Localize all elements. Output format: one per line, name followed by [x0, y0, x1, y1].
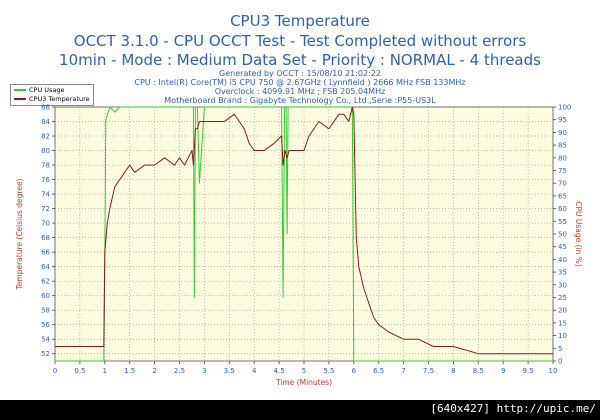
x-axis-label: Time (Minutes) — [275, 378, 332, 387]
x-tick-label: 10 — [549, 367, 558, 375]
y-right-tick-label: 30 — [558, 281, 567, 289]
chart-legend: CPU Usage CPU3 Temperature — [10, 84, 94, 106]
x-tick-label: 7 — [401, 367, 405, 375]
y-left-tick-label: 52 — [41, 350, 50, 358]
y-left-tick-label: 72 — [41, 205, 50, 213]
x-tick-label: 9 — [501, 367, 505, 375]
watermark-text: [640x427] http://upic.me/ — [430, 402, 596, 415]
x-tick-label: 4 — [252, 367, 257, 375]
y-right-tick-label: 75 — [558, 167, 567, 175]
x-tick-label: 7.5 — [423, 367, 434, 375]
x-tick-label: 5 — [302, 367, 306, 375]
y-left-tick-label: 80 — [41, 147, 50, 155]
legend-swatch-cpu3-temperature — [14, 98, 26, 100]
y-right-tick-label: 60 — [558, 205, 567, 213]
x-tick-label: 5.5 — [323, 367, 334, 375]
y-right-tick-label: 45 — [558, 243, 567, 251]
y-right-tick-label: 20 — [558, 307, 567, 315]
chart-title: CPU3 Temperature — [230, 12, 370, 30]
legend-entry-cpu3-temperature: CPU3 Temperature — [14, 95, 90, 104]
y-left-axis-label: Temperature (Celsius degree) — [15, 178, 24, 290]
y-right-axis-label: CPU Usage (in %) — [574, 201, 583, 267]
y-right-tick-label: 90 — [558, 129, 567, 137]
y-left-tick-label: 66 — [41, 249, 50, 257]
y-right-tick-label: 65 — [558, 192, 567, 200]
legend-entry-cpu-usage: CPU Usage — [14, 86, 65, 95]
y-left-tick-label: 62 — [41, 278, 50, 286]
y-right-tick-label: 15 — [558, 319, 567, 327]
y-left-tick-label: 60 — [41, 292, 50, 300]
series-line-cpu3-temperature — [55, 106, 553, 355]
x-tick-label: 6.5 — [373, 367, 384, 375]
series-line-cpu-usage — [55, 106, 553, 362]
x-tick-label: 4.5 — [274, 367, 285, 375]
y-left-tick-label: 68 — [41, 234, 50, 242]
y-left-tick-label: 86 — [41, 104, 50, 112]
x-tick-label: 3.5 — [224, 367, 235, 375]
chart-subtitle-1: OCCT 3.1.0 - CPU OCCT Test - Test Comple… — [73, 32, 527, 50]
y-left-tick-label: 84 — [41, 118, 50, 126]
legend-swatch-cpu-usage — [14, 89, 26, 91]
y-left-tick-label: 82 — [41, 133, 50, 141]
x-tick-label: 9.5 — [523, 367, 534, 375]
y-left-tick-label: 78 — [41, 162, 50, 170]
y-left-tick-label: 58 — [41, 307, 50, 315]
y-right-tick-label: 55 — [558, 218, 567, 226]
x-tick-label: 3 — [202, 367, 206, 375]
y-right-tick-label: 100 — [558, 104, 571, 112]
legend-label-cpu-usage: CPU Usage — [29, 86, 65, 94]
y-left-tick-label: 74 — [41, 191, 50, 199]
info-motherboard: Motherboard Brand : Gigabyte Technology … — [164, 96, 436, 105]
y-left-tick-label: 76 — [41, 176, 50, 184]
x-tick-label: 2.5 — [174, 367, 185, 375]
x-tick-label: 1.5 — [124, 367, 135, 375]
y-right-tick-label: 40 — [558, 256, 567, 264]
y-left-tick-label: 54 — [41, 336, 50, 344]
y-right-tick-label: 95 — [558, 116, 567, 124]
x-tick-label: 8 — [451, 367, 455, 375]
x-tick-label: 0.5 — [74, 367, 85, 375]
y-right-tick-label: 70 — [558, 180, 567, 188]
y-right-tick-label: 0 — [558, 358, 562, 366]
y-right-tick-label: 35 — [558, 269, 567, 277]
y-left-tick-label: 70 — [41, 220, 50, 228]
chart-subtitle-2: 10min - Mode : Medium Data Set - Priorit… — [59, 51, 541, 69]
info-generated: Generated by OCCT : 15/08/10 21:02:22 — [219, 69, 381, 78]
y-right-tick-label: 5 — [558, 345, 562, 353]
x-tick-label: 6 — [352, 367, 357, 375]
x-tick-label: 1 — [103, 367, 107, 375]
chart-plot: 0 0.5 1 1.5 2 2.5 3 3.5 4 4.5 5 5.5 6 6.5 7 7.5 8 8.5 9 9.5… — [15, 104, 583, 388]
x-tick-label: 0 — [53, 367, 57, 375]
legend-label-cpu3-temperature: CPU3 Temperature — [29, 95, 90, 103]
info-cpu: CPU : Intel(R) Core(TM) i5 CPU 750 @ 2.6… — [134, 78, 466, 87]
x-tick-label: 2 — [152, 367, 156, 375]
y-right-tick-label: 80 — [558, 154, 567, 162]
info-overclock: Overclock : 4099.91 MHz ; FSB 205.04MHz — [214, 87, 386, 96]
x-tick-label: 8.5 — [473, 367, 484, 375]
y-left-tick-label: 56 — [41, 321, 50, 329]
y-right-tick-label: 50 — [558, 231, 567, 239]
y-right-tick-label: 85 — [558, 142, 567, 150]
y-right-tick-label: 25 — [558, 294, 567, 302]
y-left-tick-label: 64 — [41, 263, 50, 271]
footer-bar — [0, 400, 600, 420]
chart-frame: CPU3 Temperature OCCT 3.1.0 - CPU OCCT T… — [0, 0, 600, 400]
y-right-tick-label: 10 — [558, 332, 567, 340]
